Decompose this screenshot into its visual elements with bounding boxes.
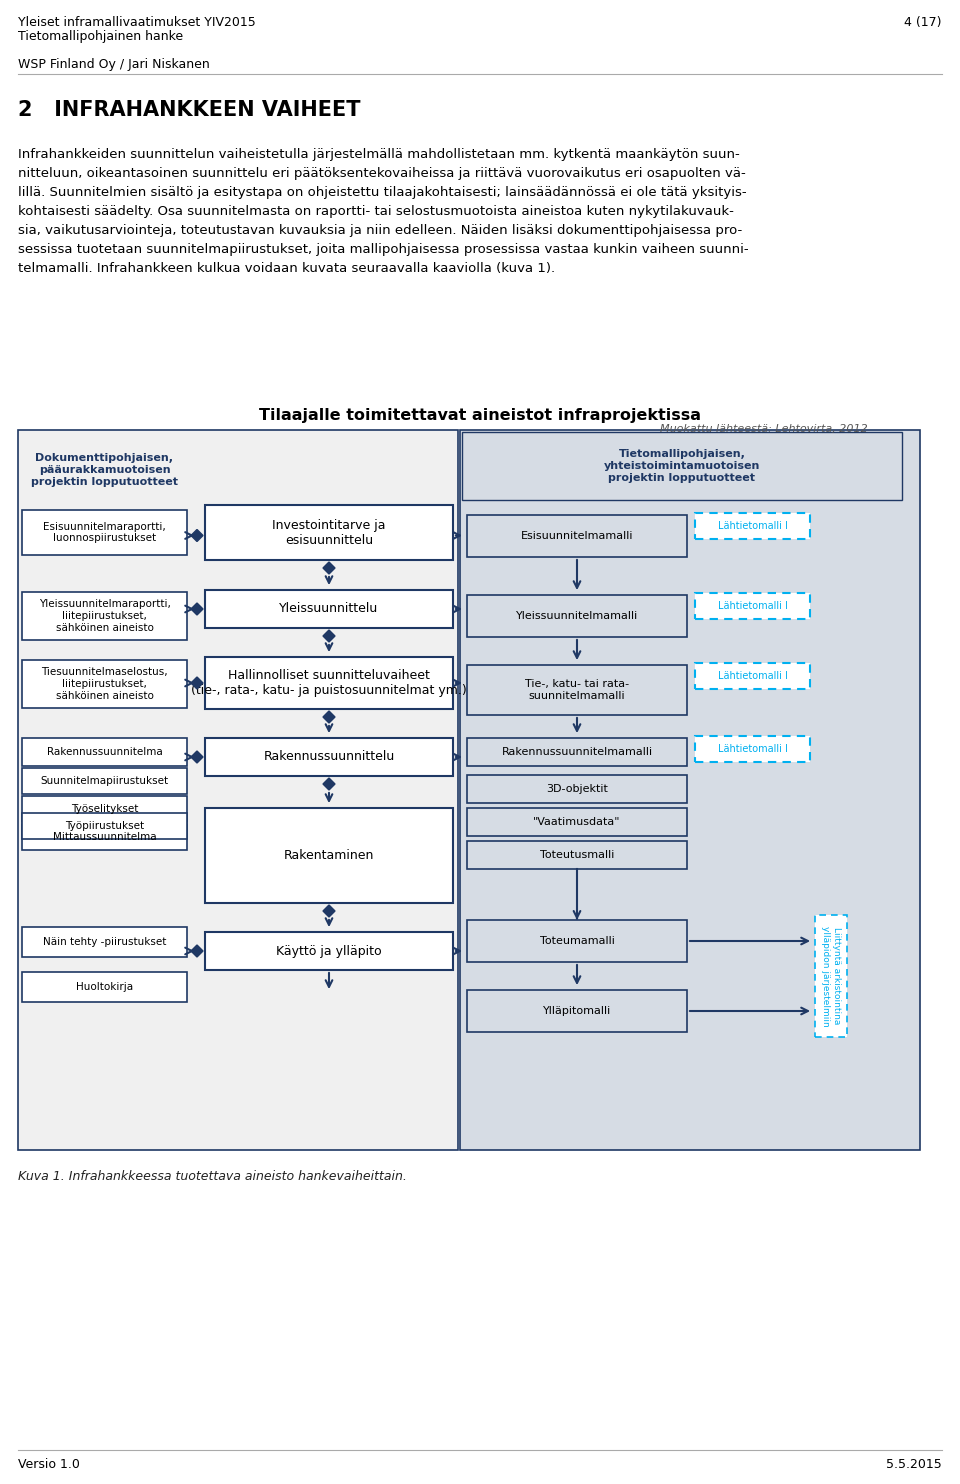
Bar (467, 841, 687, 870)
Text: Muokattu lähteestä: Lehtovirta, 2012: Muokattu lähteestä: Lehtovirta, 2012 (660, 424, 868, 433)
Bar (22, 769, 187, 794)
Bar (462, 432, 902, 500)
Polygon shape (323, 778, 335, 789)
Text: 3D-objektit: 3D-objektit (546, 784, 608, 794)
Bar (467, 665, 687, 715)
Text: Näin tehty -piirustukset: Näin tehty -piirustukset (43, 936, 166, 947)
Text: "Vaatimusdata": "Vaatimusdata" (533, 818, 621, 827)
Bar (467, 920, 687, 962)
Text: lillä. Suunnitelmien sisältö ja esitystapa on ohjeistettu tilaajakohtaisesti; la: lillä. Suunnitelmien sisältö ja esitysta… (18, 186, 747, 199)
Text: Esisuunnitelmamalli: Esisuunnitelmamalli (520, 531, 634, 542)
Bar (467, 990, 687, 1031)
Text: nitteluun, oikeantasoinen suunnittelu eri päätöksentekovaiheissa ja riittävä vuo: nitteluun, oikeantasoinen suunnittelu er… (18, 168, 746, 180)
Bar (695, 594, 810, 619)
Text: Investointitarve ja
esisuunnittelu: Investointitarve ja esisuunnittelu (273, 518, 386, 546)
Text: 4 (17): 4 (17) (904, 16, 942, 30)
Bar (205, 657, 453, 709)
Bar (815, 916, 847, 1037)
Text: Suunnitelmapiirustukset: Suunnitelmapiirustukset (40, 776, 169, 787)
Text: 5.5.2015: 5.5.2015 (886, 1457, 942, 1471)
Bar (205, 505, 453, 559)
Bar (22, 510, 187, 555)
Bar (22, 660, 187, 708)
Bar (22, 795, 187, 822)
Polygon shape (323, 631, 335, 643)
Text: Yleissuunnitelmamalli: Yleissuunnitelmamalli (516, 611, 638, 620)
Text: telmamalli. Infrahankkeen kulkua voidaan kuvata seuraavalla kaaviolla (kuva 1).: telmamalli. Infrahankkeen kulkua voidaan… (18, 263, 555, 275)
Text: Työpiirustukset: Työpiirustukset (65, 821, 144, 831)
Text: Liittyntä arkistointina
ylläpidon järjestelmiin: Liittyntä arkistointina ylläpidon järjes… (822, 926, 841, 1027)
Bar (467, 515, 687, 556)
Bar (695, 736, 810, 761)
Text: Rakennussuunnittelu: Rakennussuunnittelu (263, 751, 395, 763)
Text: Esisuunnitelmaraportti,
luonnospiirustukset: Esisuunnitelmaraportti, luonnospiirustuk… (43, 522, 166, 543)
Text: Rakennussuunnitelmamalli: Rakennussuunnitelmamalli (501, 746, 653, 757)
Bar (467, 807, 687, 835)
Bar (467, 595, 687, 637)
Text: Kuva 1. Infrahankkeessa tuotettava aineisto hankevaiheittain.: Kuva 1. Infrahankkeessa tuotettava ainei… (18, 1169, 407, 1183)
Bar (22, 738, 187, 766)
Polygon shape (323, 562, 335, 574)
Text: sessissa tuotetaan suunnitelmapiirustukset, joita mallipohjaisessa prosessissa v: sessissa tuotetaan suunnitelmapiirustuks… (18, 243, 749, 257)
Text: Huoltokirja: Huoltokirja (76, 982, 133, 991)
Text: Yleissuunnitelmaraportti,
liitepiirustukset,
sähköinen aineisto: Yleissuunnitelmaraportti, liitepiirustuk… (38, 600, 171, 632)
Polygon shape (191, 677, 203, 689)
Text: Yleiset inframallivaatimukset YIV2015: Yleiset inframallivaatimukset YIV2015 (18, 16, 255, 30)
Bar (695, 663, 810, 689)
Text: Infrahankkeiden suunnittelun vaiheistetulla järjestelmällä mahdollistetaan mm. k: Infrahankkeiden suunnittelun vaiheistetu… (18, 148, 740, 160)
Text: kohtaisesti säädelty. Osa suunnitelmasta on raportti- tai selostusmuotoista aine: kohtaisesti säädelty. Osa suunnitelmasta… (18, 205, 733, 218)
Polygon shape (191, 945, 203, 957)
Bar (22, 813, 187, 838)
Bar (22, 972, 187, 1002)
Bar (22, 592, 187, 640)
Polygon shape (323, 905, 335, 917)
Text: Lähtietomalli I: Lähtietomalli I (717, 671, 787, 681)
Text: Työselitykset: Työselitykset (71, 804, 138, 815)
Polygon shape (191, 751, 203, 763)
Text: Ylläpitomalli: Ylläpitomalli (542, 1006, 612, 1017)
Text: Hallinnolliset suunnitteluvaiheet
(tie-, rata-, katu- ja puistosuunnitelmat ym.): Hallinnolliset suunnitteluvaiheet (tie-,… (191, 669, 467, 697)
Bar (467, 775, 687, 803)
Text: Mittaussuunnitelma: Mittaussuunnitelma (53, 833, 156, 841)
Text: Rakennussuunnitelma: Rakennussuunnitelma (47, 746, 162, 757)
Text: Tietomallipohjaisen,
yhteistoimintamuotoisen
projektin lopputuotteet: Tietomallipohjaisen, yhteistoimintamuoto… (604, 450, 760, 482)
Text: 2   INFRAHANKKEEN VAIHEET: 2 INFRAHANKKEEN VAIHEET (18, 99, 361, 120)
Polygon shape (191, 603, 203, 614)
Bar (22, 824, 187, 850)
Text: Versio 1.0: Versio 1.0 (18, 1457, 80, 1471)
Polygon shape (191, 530, 203, 542)
Text: Toteutusmalli: Toteutusmalli (540, 850, 614, 861)
Text: Tilaajalle toimitettavat aineistot infraprojektissa: Tilaajalle toimitettavat aineistot infra… (259, 408, 701, 423)
Bar (695, 513, 810, 539)
Text: Rakentaminen: Rakentaminen (284, 849, 374, 862)
Text: Yleissuunnittelu: Yleissuunnittelu (279, 603, 378, 616)
Bar (460, 430, 920, 1150)
Bar (205, 932, 453, 971)
Text: Lähtietomalli I: Lähtietomalli I (717, 743, 787, 754)
Text: Dokumenttipohjaisen,
pääurakkamuotoisen
projektin lopputuotteet: Dokumenttipohjaisen, pääurakkamuotoisen … (31, 454, 178, 487)
Polygon shape (323, 711, 335, 723)
Text: Lähtietomalli I: Lähtietomalli I (717, 521, 787, 531)
Bar (205, 591, 453, 628)
Text: Lähtietomalli I: Lähtietomalli I (717, 601, 787, 611)
Text: Toteumamalli: Toteumamalli (540, 936, 614, 945)
Text: Tie-, katu- tai rata-
suunnitelmamalli: Tie-, katu- tai rata- suunnitelmamalli (525, 680, 629, 700)
Bar (205, 738, 453, 776)
Bar (22, 928, 187, 957)
Text: Tietomallipohjainen hanke: Tietomallipohjainen hanke (18, 30, 183, 43)
Bar (467, 738, 687, 766)
Text: Käyttö ja ylläpito: Käyttö ja ylläpito (276, 944, 382, 957)
Bar (18, 430, 458, 1150)
Text: Tiesuunnitelmaselostus,
liitepiirustukset,
sähköinen aineisto: Tiesuunnitelmaselostus, liitepiirustukse… (41, 668, 168, 700)
Bar (205, 807, 453, 902)
Text: WSP Finland Oy / Jari Niskanen: WSP Finland Oy / Jari Niskanen (18, 58, 209, 71)
Text: sia, vaikutusarviointeja, toteutustavan kuvauksia ja niin edelleen. Näiden lisäk: sia, vaikutusarviointeja, toteutustavan … (18, 224, 742, 237)
